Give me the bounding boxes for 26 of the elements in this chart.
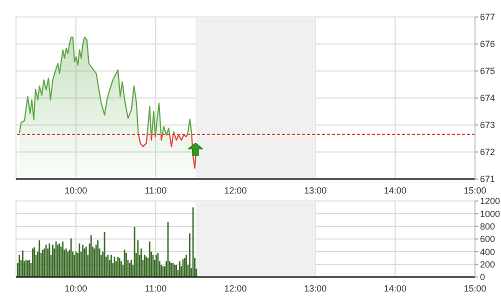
x-tick-label: 10:00 (64, 185, 88, 196)
y-tick-label: 672 (480, 147, 496, 158)
x-tick-label: 11:00 (144, 283, 167, 294)
y-tick-label: 676 (480, 39, 496, 50)
y-tick-label: 800 (480, 222, 496, 232)
y-tick-label: 1000 (480, 208, 500, 219)
y-tick-label: 200 (480, 260, 496, 270)
x-tick-label: 15:00 (464, 185, 486, 196)
y-tick-label: 1200 (480, 196, 500, 206)
x-tick-label: 12:00 (224, 283, 247, 294)
y-tick-label: 400 (480, 246, 496, 257)
x-tick-label: 14:00 (384, 283, 406, 294)
x-tick-label: 14:00 (384, 185, 406, 196)
y-tick-label: 674 (480, 93, 496, 104)
x-tick-label: 15:00 (464, 283, 486, 294)
y-tick-label: 673 (480, 120, 496, 130)
x-tick-label: 13:00 (304, 283, 327, 294)
x-tick-label: 10:00 (64, 283, 88, 294)
x-tick-label: 13:00 (304, 185, 327, 196)
y-tick-label: 600 (480, 234, 496, 244)
y-tick-label: 675 (480, 66, 496, 76)
y-tick-label: 671 (480, 174, 496, 184)
x-tick-label: 11:00 (144, 185, 167, 196)
y-tick-label: 677 (480, 12, 496, 22)
x-tick-label: 12:00 (224, 185, 247, 196)
y-tick-label: 0 (480, 272, 486, 282)
